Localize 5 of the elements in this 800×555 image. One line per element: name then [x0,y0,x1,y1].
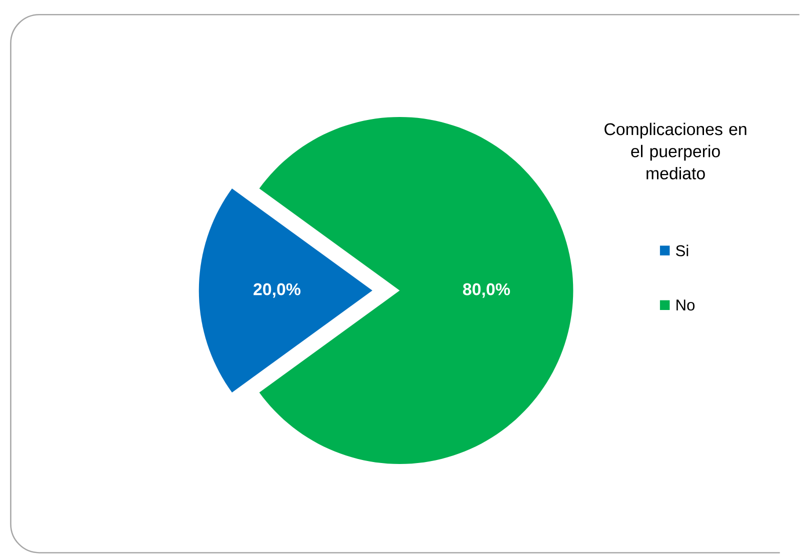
legend-title: Complicaciones en el puerperio mediato [604,122,746,180]
data-label: 20,0% [254,283,300,298]
data-label: 80,0% [463,283,510,298]
legend-label: Si [676,244,688,256]
legend-label: No [676,300,695,311]
